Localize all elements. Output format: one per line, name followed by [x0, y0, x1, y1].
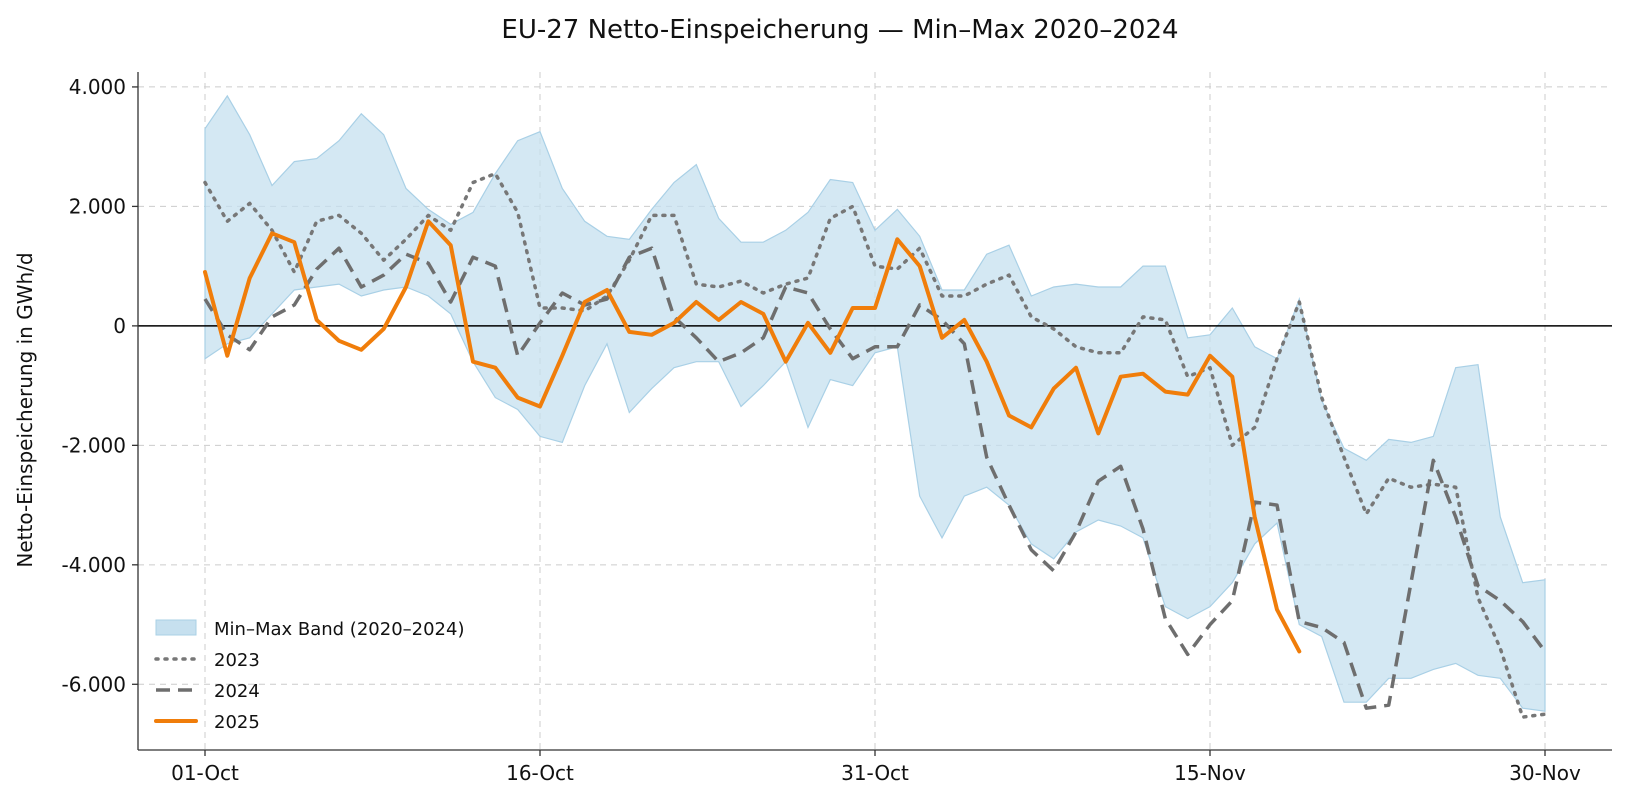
y-tick-label: 4.000 — [69, 75, 126, 99]
y-tick-label: 2.000 — [69, 194, 126, 218]
y-tick-label: -6.000 — [62, 672, 126, 696]
y-tick-label: 0 — [113, 314, 126, 338]
series-line-2023 — [203, 171, 1547, 719]
min-max-band — [204, 94, 1546, 712]
y-tick-label: -4.000 — [62, 553, 126, 577]
axes: 4.000 2.000 0 -2.000 -4.000 -6.000 01-Oct 16-Oc… — [62, 72, 1612, 785]
x-tick-label: 16-Oct — [506, 761, 574, 785]
legend-label: 2023 — [214, 650, 260, 671]
legend-label: 2025 — [214, 712, 260, 733]
legend-label: Min–Max Band (2020–2024) — [214, 619, 464, 640]
series-line-2024 — [203, 246, 1547, 710]
series-line-2025 — [203, 219, 1302, 654]
chart-title: EU-27 Netto-Einspeicherung — Min–Max 202… — [501, 15, 1178, 45]
x-tick-label: 01-Oct — [171, 761, 239, 785]
y-axis-label: Netto-Einspeicherung in GWh/d — [13, 252, 37, 567]
legend: Min–Max Band (2020–2024) 2023 2024 2025 — [154, 619, 464, 733]
legend-label: 2024 — [214, 681, 260, 702]
series-layer — [203, 171, 1547, 719]
x-tick-label: 15-Nov — [1174, 761, 1246, 785]
legend-swatch-band — [155, 619, 197, 636]
x-tick-label: 30-Nov — [1509, 761, 1581, 785]
min-max-band-layer — [204, 94, 1546, 712]
y-tick-label: -2.000 — [62, 433, 126, 457]
x-tick-label: 31-Oct — [841, 761, 909, 785]
